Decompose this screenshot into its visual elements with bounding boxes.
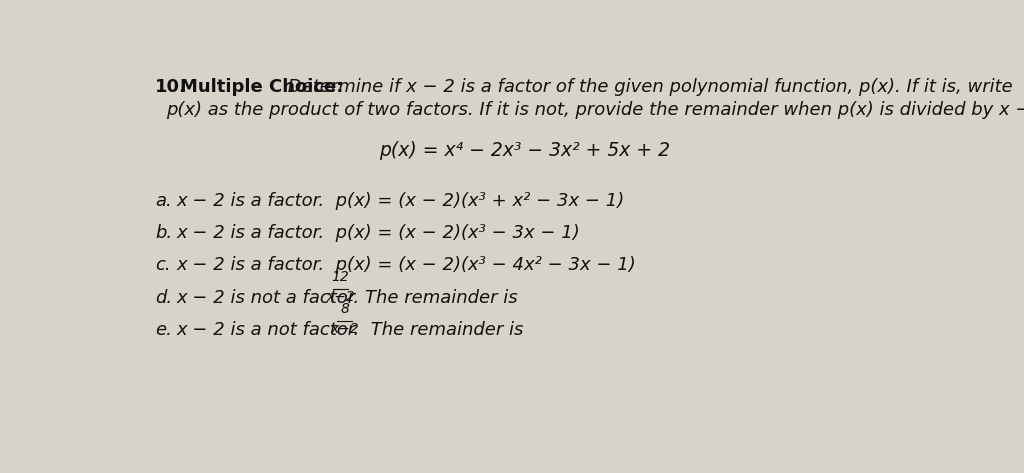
Text: x − 2 is a factor.  p(x) = (x − 2)(x³ − 3x − 1): x − 2 is a factor. p(x) = (x − 2)(x³ − 3… [176, 224, 580, 242]
Text: x − 2 is a factor.  p(x) = (x − 2)(x³ + x² − 3x − 1): x − 2 is a factor. p(x) = (x − 2)(x³ + x… [176, 192, 625, 210]
Text: Determine if x − 2 is a factor of the given polynomial function, p(x). If it is,: Determine if x − 2 is a factor of the gi… [283, 79, 1013, 96]
Text: x−2: x−2 [330, 322, 359, 336]
Text: 12: 12 [332, 270, 349, 283]
Text: 10.: 10. [155, 79, 187, 96]
Text: c.: c. [155, 256, 171, 274]
Text: x − 2 is a not factor.  The remainder is: x − 2 is a not factor. The remainder is [176, 321, 529, 339]
Text: 8: 8 [340, 302, 349, 316]
Text: p(x) as the product of two factors. If it is not, provide the remainder when p(x: p(x) as the product of two factors. If i… [166, 101, 1024, 119]
Text: Multiple Choice:: Multiple Choice: [180, 79, 343, 96]
Text: a.: a. [155, 192, 172, 210]
Text: p(x) = x⁴ − 2x³ − 3x² + 5x + 2: p(x) = x⁴ − 2x³ − 3x² + 5x + 2 [379, 141, 671, 160]
Text: d.: d. [155, 289, 172, 307]
Text: e.: e. [155, 321, 172, 339]
Text: x − 2 is not a factor. The remainder is: x − 2 is not a factor. The remainder is [176, 289, 523, 307]
Text: b.: b. [155, 224, 172, 242]
Text: x − 2 is a factor.  p(x) = (x − 2)(x³ − 4x² − 3x − 1): x − 2 is a factor. p(x) = (x − 2)(x³ − 4… [176, 256, 636, 274]
Text: x−2: x−2 [326, 289, 355, 304]
